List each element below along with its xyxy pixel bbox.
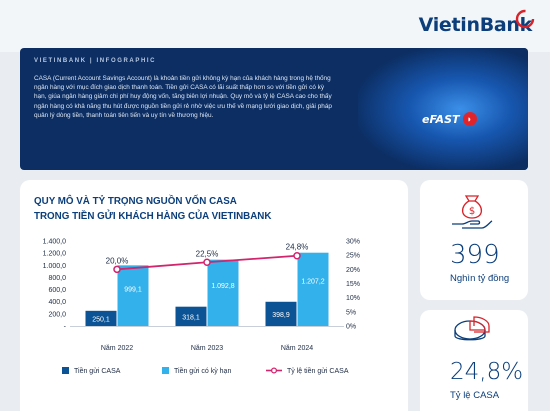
bar-term [117,265,149,326]
bar-casa [85,310,117,326]
vietinbank-logo: VietinBank [418,9,535,36]
right-tick-label: 15% [346,281,360,288]
ratio-data-label: 22,5% [196,249,219,258]
left-tick-label: 1.000,0 [43,263,66,270]
banner-description: CASA (Current Account Savings Account) l… [34,75,332,119]
chart-svg: - 200,0 400,0 600,0 800,0 1.000,0 1.200,0 1.400… [43,239,360,376]
svg-text:$: $ [469,206,475,217]
bar-term [297,252,329,326]
casa-amount-card: $ 399 Nghìn tỷ đồng [420,180,528,300]
money-bag-hand-icon: $ [452,195,493,229]
efast-mark-icon: ◗ [462,112,477,126]
legend-label: Tiền gửi có kỳ hạn [174,366,231,375]
right-tick-label: 25% [346,253,360,260]
category-label: Năm 2023 [191,345,223,352]
left-tick-label: 400,0 [48,299,66,306]
right-tick-label: 5% [346,309,356,316]
left-tick-label: 800,0 [48,275,66,282]
right-tick-label: 30% [346,239,360,246]
legend-label: Tỷ lệ tiền gửi CASA [287,366,349,375]
left-tick-label: 1.400,0 [43,239,66,246]
bar-data-label: 398,9 [272,312,290,319]
efast-badge: eFAST ◗ [422,112,477,126]
casa-ratio-card: 24,8% Tỷ lệ CASA [420,310,528,411]
ratio-point [203,258,211,266]
casa-ratio-value: 24,8% [450,359,524,385]
bar-casa [265,301,297,326]
banner-tag: VIETINBANK | INFOGRAPHIC [34,58,157,64]
right-tick-label: 10% [346,295,360,302]
pie-chart-icon [454,316,490,341]
chart-subtitle: TRONG TIỀN GỬI KHÁCH HÀNG CỦA VIETINBANK [34,211,272,222]
chart-title: QUY MÔ VÀ TỶ TRỌNG NGUỒN VỐN CASA [34,196,237,207]
ratio-data-label: 20,0% [106,256,129,265]
bar-data-label: 318,1 [182,314,200,321]
legend-swatch [62,367,69,374]
right-tick-label: 20% [346,267,360,274]
category-label: Năm 2022 [101,345,133,352]
bar-data-label: 1.092,8 [211,283,234,290]
legend-label: Tiền gửi CASA [74,366,121,375]
legend-swatch [162,367,169,374]
ratio-point [113,265,121,274]
left-tick-label: 600,0 [48,287,66,294]
intro-banner: VIETINBANK | INFOGRAPHIC CASA (Current A… [20,48,528,170]
bar-data-label: 250,1 [92,316,110,323]
casa-amount-value: 399 [450,240,500,270]
category-label: Năm 2024 [281,345,313,352]
left-tick-label: 200,0 [48,311,66,318]
ratio-point [293,251,301,260]
bar-casa [175,306,207,326]
ratio-data-label: 24,8% [286,243,309,252]
right-tick-label: 0% [346,324,356,331]
brand-name: VietinBank [418,14,533,36]
left-tick-label: 1.200,0 [43,251,66,258]
left-tick-label: - [64,324,67,331]
bar-data-label: 999,1 [124,286,142,293]
banner-glow [358,48,528,170]
logo-mark-icon [515,9,535,29]
bar-data-label: 1.207,2 [301,279,324,286]
bar-term [207,259,239,326]
chart-card: QUY MÔ VÀ TỶ TRỌNG NGUỒN VỐN CASA TRONG … [20,180,408,411]
legend-marker [270,367,278,374]
casa-ratio-label: Tỷ lệ CASA [450,390,500,401]
casa-amount-label: Nghìn tỷ đồng [450,273,510,284]
top-bar: VietinBank [0,0,550,52]
efast-label: eFAST [422,112,460,126]
chart-title-block: QUY MÔ VÀ TỶ TRỌNG NGUỒN VỐN CASA TRONG … [34,194,271,224]
